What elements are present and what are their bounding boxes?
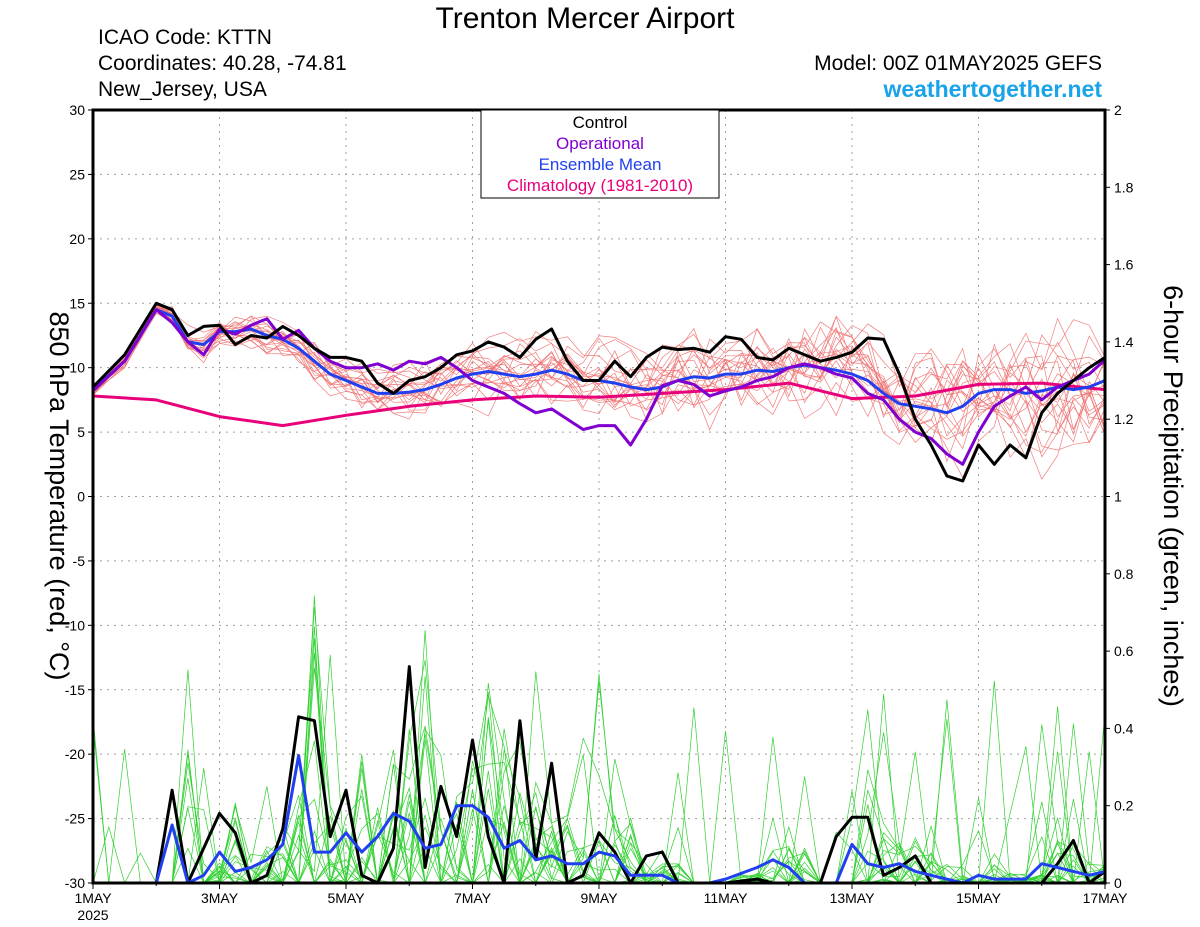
y-tick-label: -20 (65, 746, 85, 762)
temp-member-line (92, 306, 1106, 453)
temp-control-line (91, 301, 1106, 483)
temp-member-line (92, 309, 1106, 444)
y-tick-label: 10 (69, 360, 85, 376)
temp-ensemble-mean-line (91, 308, 1106, 415)
y2-tick-label: 1 (1114, 489, 1122, 505)
y-axis-label-right: 6-hour Precipitation (green, inches) (1158, 285, 1188, 707)
temp-member-line (92, 309, 1106, 480)
chart-title: Trenton Mercer Airport (435, 2, 735, 35)
x-tick-label: 1MAY (74, 890, 112, 906)
temp-member-line (92, 308, 1106, 479)
x-tick-label: 9MAY (580, 890, 618, 906)
y2-tick-label: 1.4 (1114, 334, 1134, 350)
y-tick-label: 15 (69, 295, 85, 311)
temp-member-line (92, 309, 1106, 446)
climatology-line (92, 381, 1106, 428)
y-tick-label: -15 (65, 682, 85, 698)
y-tick-label: -10 (65, 617, 85, 633)
y2-tick-label: 0.6 (1114, 643, 1134, 659)
temp-member-line (92, 305, 1106, 421)
y-tick-label: -5 (73, 553, 86, 569)
precip-member-line (93, 693, 1106, 885)
y2-tick-label: 2 (1114, 102, 1122, 118)
x-tick-year: 2025 (77, 907, 108, 923)
y-tick-label: -25 (65, 811, 85, 827)
y2-tick-label: 0.2 (1114, 798, 1134, 814)
y-tick-label: -30 (65, 875, 85, 891)
precip-ensemble-mean-line (93, 754, 1106, 885)
legend-operational: Operational (556, 134, 644, 153)
y-tick-label: 5 (77, 424, 85, 440)
x-tick-label: 7MAY (454, 890, 492, 906)
y2-tick-label: 0.4 (1114, 720, 1134, 736)
main-series (91, 301, 1107, 885)
x-tick-label: 15MAY (956, 890, 1002, 906)
legend-control: Control (573, 113, 628, 132)
legend-climatology: Climatology (1981-2010) (507, 176, 693, 195)
axis-ticks: 302520151050-5-10-15-20-25-3021.81.61.41… (65, 102, 1134, 923)
y-tick-label: 25 (69, 166, 85, 182)
precip-member-line (93, 606, 1106, 885)
x-tick-label: 3MAY (201, 890, 239, 906)
y2-tick-label: 1.6 (1114, 257, 1134, 273)
x-tick-label: 5MAY (327, 890, 365, 906)
coordinates: Coordinates: 40.28, -74.81 (98, 52, 347, 75)
site-link[interactable]: weathertogether.net (883, 76, 1102, 102)
legend: Control Operational Ensemble Mean Climat… (480, 109, 720, 199)
x-tick-label: 17MAY (1083, 890, 1129, 906)
x-tick-label: 11MAY (704, 890, 748, 906)
y-tick-label: 30 (69, 102, 85, 118)
legend-ensemble-mean: Ensemble Mean (539, 155, 662, 174)
y-tick-label: 0 (77, 489, 85, 505)
region: New_Jersey, USA (98, 78, 267, 101)
temp-operational-line (91, 308, 1107, 466)
grid-lines (93, 110, 1105, 883)
model-run: Model: 00Z 01MAY2025 GEFS (814, 52, 1102, 75)
y-axis-label-left: 850 hPa Temperature (red, °C) (44, 312, 74, 681)
legend-box (480, 109, 720, 199)
x-tick-label: 13MAY (830, 890, 876, 906)
y2-tick-label: 1.8 (1114, 179, 1134, 195)
y2-tick-label: 0 (1114, 875, 1122, 891)
precip-control-line (93, 665, 1106, 885)
y2-tick-label: 1.2 (1114, 411, 1134, 427)
icao-code: ICAO Code: KTTN (98, 26, 272, 49)
y-tick-label: 20 (69, 231, 85, 247)
y2-tick-label: 0.8 (1114, 566, 1134, 582)
